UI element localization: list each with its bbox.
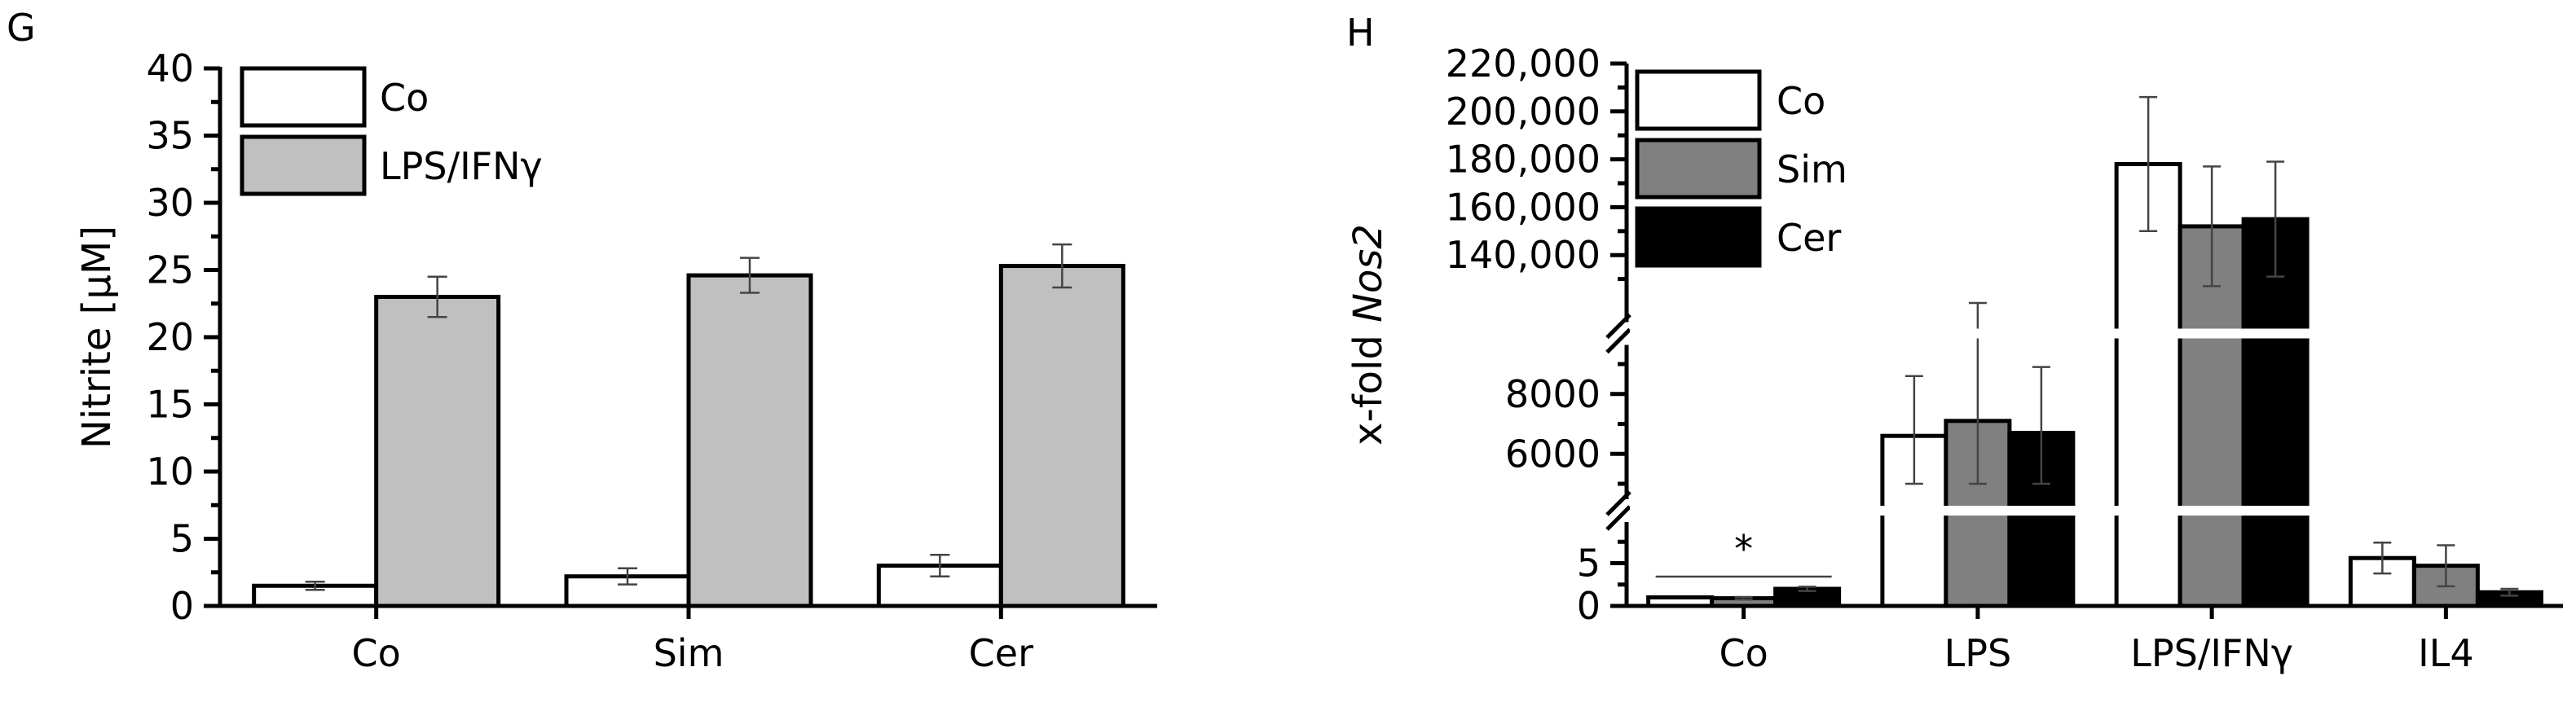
bar-lps-ifn-sim <box>686 273 813 608</box>
legend-swatch-co <box>240 66 367 128</box>
y-tick-label: 0 <box>170 584 194 628</box>
x-tick-label-lps: LPS <box>1944 631 2012 675</box>
y-tick-label: 30 <box>146 181 194 225</box>
y-tick-label: 6000 <box>1505 432 1601 476</box>
x-tick-label-co: Co <box>1719 631 1768 675</box>
legend-label-sim: Sim <box>1777 147 1847 191</box>
significance-marker: * <box>1734 527 1753 571</box>
axis-break-mark <box>1605 490 1631 516</box>
x-tick-label-cer: Cer <box>969 631 1033 675</box>
legend-swatch-lps-ifn <box>240 134 367 196</box>
y-tick-label: 8000 <box>1505 372 1601 416</box>
legend-label-co: Co <box>1777 79 1825 123</box>
x-tick-label-il4: IL4 <box>2418 631 2473 675</box>
panel-letter-g: G <box>7 6 36 50</box>
y-tick-label: 20 <box>146 315 194 359</box>
x-tick-label-sim: Sim <box>654 631 724 675</box>
y-tick-label: 35 <box>146 114 194 158</box>
y-axis-title: Nitrite [µM] <box>74 226 120 449</box>
bar-lps-ifn-co <box>374 295 501 608</box>
bar-co-co <box>1646 595 1715 608</box>
legend-swatch-co <box>1635 69 1762 131</box>
y-tick-label: 40 <box>146 46 194 90</box>
y-axis-title-prefix: x-fold <box>1345 323 1391 445</box>
legend-label-lps-ifn: LPS/IFNγ <box>380 144 543 188</box>
axis-break-gap <box>1630 328 2563 339</box>
bar-lps-ifn-cer <box>998 264 1125 608</box>
y-axis-title-gene: Nos2 <box>1345 224 1391 323</box>
panel-h: 05 6000 8000 140,000160,000180,000200,00022… <box>1345 42 2563 675</box>
y-tick-label: 5 <box>1577 542 1601 586</box>
y-tick-label: 160,000 <box>1446 185 1601 229</box>
y-tick-label: 200,000 <box>1446 90 1601 134</box>
y-tick-label: 0 <box>1577 584 1601 628</box>
axis-break-mark <box>1605 505 1631 531</box>
x-tick-label-co: Co <box>352 631 401 675</box>
panel-letter-h: H <box>1346 11 1375 55</box>
y-tick-label: 10 <box>146 450 194 494</box>
y-tick-label: 25 <box>146 248 194 292</box>
axis-break-gap <box>1630 506 2563 516</box>
x-tick-label-lps-ifn: LPS/IFNγ <box>2130 631 2293 675</box>
legend-label-cer: Cer <box>1777 216 1841 260</box>
bar-co-cer <box>876 564 1003 608</box>
axis-break-mark <box>1605 313 1631 340</box>
legend-swatch-sim <box>1635 138 1762 200</box>
y-tick-label: 5 <box>170 517 194 561</box>
axis-break-mark <box>1605 327 1631 354</box>
y-tick-label: 15 <box>146 383 194 427</box>
legend-swatch-cer <box>1635 206 1762 268</box>
bar-cer-lps-ifn <box>2241 217 2310 608</box>
y-tick-label: 220,000 <box>1446 42 1601 86</box>
y-axis-title: x-fold Nos2 <box>1345 224 1391 445</box>
y-tick-label: 140,000 <box>1446 233 1601 277</box>
y-tick-label: 180,000 <box>1446 138 1601 182</box>
legend-label-co: Co <box>380 76 429 120</box>
panel-g: 0 5 10 15 20 25 30 35 40 Nitrite [µM] Co Sim Cer Co LP… <box>74 46 1157 675</box>
